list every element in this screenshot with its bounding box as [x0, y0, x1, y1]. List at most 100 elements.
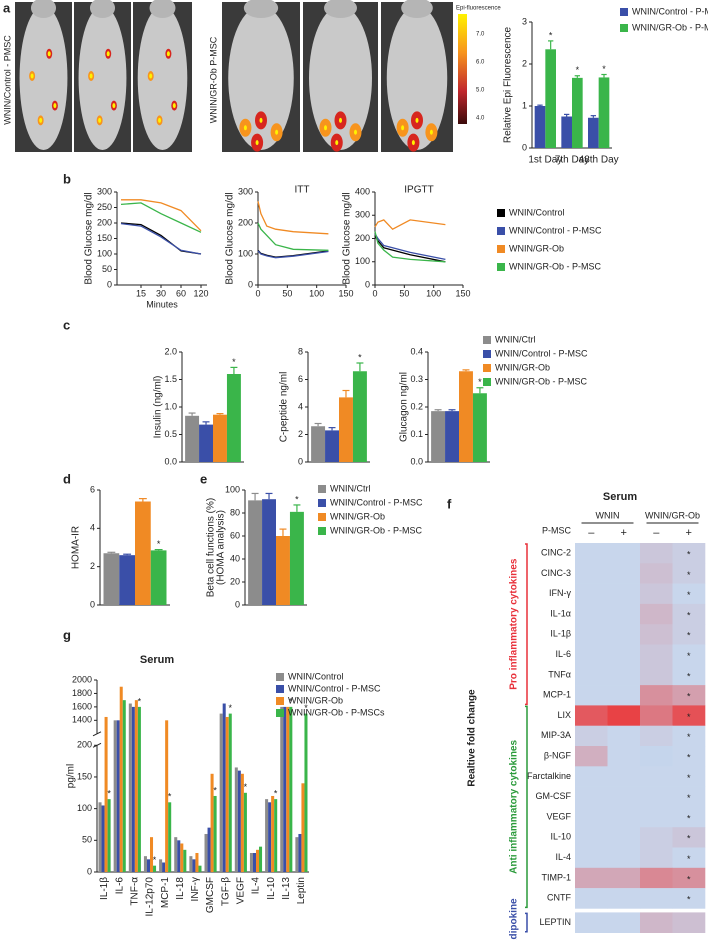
legend-swatch: [276, 685, 284, 693]
group-label: Adipokine: [509, 898, 520, 940]
y-tick-label: 2000: [72, 674, 92, 684]
y-tick-label: 6: [90, 484, 95, 494]
heatmap-cell: [575, 806, 608, 828]
bar: [103, 553, 120, 605]
significance: *: [687, 651, 691, 661]
x-tick-label: 7th Day: [555, 155, 589, 166]
legend-swatch: [318, 527, 326, 535]
heatmap-cell: [672, 725, 706, 747]
bar: [459, 371, 473, 462]
heatmap-cell: [672, 746, 706, 767]
heatmap-cell: [575, 867, 608, 889]
heatmap-cell: [607, 806, 641, 828]
fluorescence-core: [166, 51, 170, 57]
bar: [280, 706, 284, 872]
significance: *: [687, 631, 691, 641]
bar: [168, 802, 172, 872]
bar: [339, 397, 353, 462]
y-axis-label: (HOMA analysis): [216, 510, 227, 585]
heatmap-cell: [640, 624, 673, 645]
column-group: WNIN/GR-Ob: [645, 510, 700, 520]
y-tick-label: 100: [97, 248, 112, 258]
bar: [153, 865, 157, 872]
y-tick-label: 0: [87, 866, 92, 876]
bar: [213, 795, 217, 872]
heatmap-cell: [575, 786, 608, 808]
y-tick-label: 0: [522, 142, 527, 152]
significance: *: [576, 65, 580, 75]
heatmap-cell: [640, 644, 673, 666]
fluorescence-core: [401, 125, 405, 131]
bar: [534, 106, 546, 148]
fluorescence-core: [335, 140, 339, 146]
legend-swatch: [497, 245, 505, 253]
mouse-head: [89, 0, 116, 18]
heatmap-cell: [575, 644, 608, 666]
x-tick-label: MCP-1: [160, 877, 171, 909]
heatmap-cell: [640, 664, 673, 686]
row-label: LEPTIN: [539, 917, 571, 927]
row-label: CINC-2: [541, 548, 571, 558]
mouse-head: [401, 0, 433, 18]
y-tick-label: 8: [298, 346, 303, 356]
significance: *: [687, 753, 691, 763]
legend-label: WNIN/Ctrl: [495, 334, 536, 344]
fluorescence-core: [275, 129, 279, 135]
significance: *: [295, 494, 299, 504]
y-axis-label: Blood Glucose mg/dl: [342, 192, 353, 284]
bar: [286, 706, 290, 872]
legend-swatch: [318, 485, 326, 493]
legend-swatch: [276, 673, 284, 681]
mouse-head: [149, 0, 176, 18]
row-label: GM-CSF: [536, 791, 572, 801]
legend-swatch: [620, 8, 628, 16]
heatmap-cell: [640, 827, 673, 848]
y-tick-label: 100: [355, 256, 370, 266]
row-label: β-NGF: [544, 751, 572, 761]
heatmap-cell: [640, 786, 673, 808]
heatmap-cell: [640, 583, 673, 605]
x-tick-label: INF-γ: [190, 877, 201, 901]
chart-title: ITT: [295, 185, 310, 196]
heatmap-cell: [672, 563, 706, 584]
heatmap-cell: [607, 583, 641, 605]
significance: *: [687, 793, 691, 803]
bar: [199, 424, 213, 462]
significance: *: [274, 789, 278, 799]
significance: *: [478, 377, 482, 387]
bar: [122, 700, 126, 872]
x-tick-label: GMCSF: [205, 877, 216, 913]
series-line: [257, 250, 329, 259]
y-tick-label: 150: [77, 771, 92, 781]
fluorescence-core: [98, 117, 102, 123]
bar: [295, 837, 299, 872]
bar: [352, 371, 367, 462]
y-tick-label: 1.5: [164, 374, 177, 384]
fluorescence-core: [89, 73, 93, 79]
legend-swatch: [483, 350, 491, 358]
column-label: +: [621, 527, 627, 539]
legend-swatch: [483, 378, 491, 386]
heatmap-cell: [672, 583, 706, 605]
bar: [572, 77, 583, 148]
bar: [192, 859, 196, 872]
chart-title: IPGTT: [404, 185, 433, 196]
significance: *: [687, 895, 691, 905]
mouse: [386, 6, 448, 150]
legend-label: WNIN/GR-Ob: [495, 362, 550, 372]
row-label: IL-6: [555, 649, 571, 659]
x-tick-label: IL-13: [281, 877, 292, 900]
series-line: [121, 199, 202, 232]
heatmap-cell: [607, 746, 641, 767]
bar: [207, 827, 211, 872]
series-line: [374, 219, 446, 231]
row-label: IL-1α: [550, 608, 571, 618]
row-label: MCP-1: [543, 690, 571, 700]
bar: [265, 799, 269, 872]
bar: [165, 720, 169, 872]
heatmap-cell: [640, 563, 673, 584]
heatmap-cell: [640, 912, 673, 933]
heatmap-cell: [640, 543, 673, 564]
y-tick-label: 1400: [72, 715, 92, 725]
heatmap-cell: [607, 705, 641, 726]
